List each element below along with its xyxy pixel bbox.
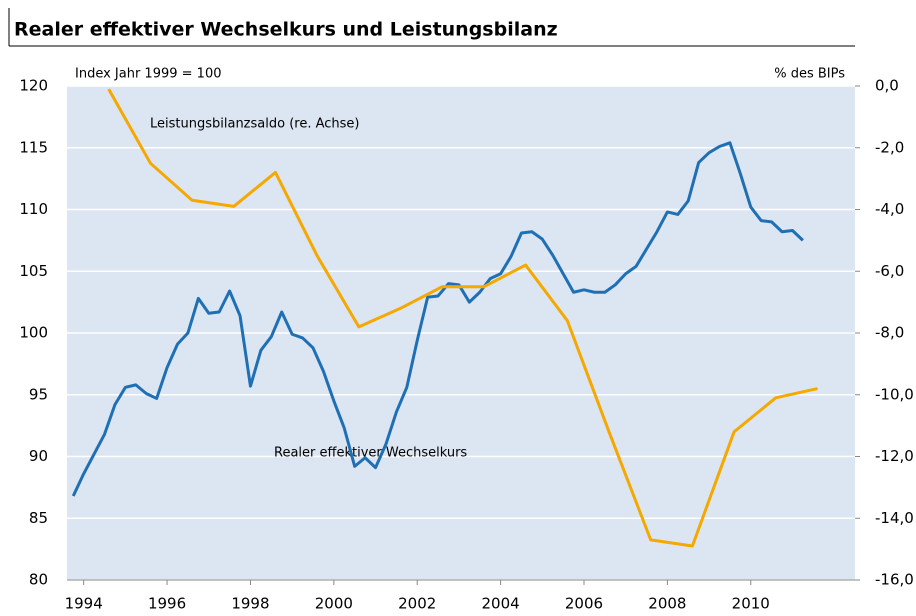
series-label: Leistungsbilanzsaldo (re. Achse) [150, 117, 359, 132]
x-tick-label: 2010 [732, 595, 770, 613]
y-tick-label: 85 [29, 509, 48, 527]
y2-tick-label: -12,0 [875, 447, 914, 465]
y-tick-label: 105 [19, 262, 48, 280]
y-tick-label: 115 [19, 138, 48, 156]
y2-tick-label: 0,0 [875, 77, 899, 95]
x-tick-label: 1994 [65, 595, 103, 613]
series-line [71, 141, 804, 497]
y-tick-label: 100 [19, 324, 48, 342]
x-tick-label: 1998 [231, 595, 269, 613]
x-tick-label: 1996 [148, 595, 186, 613]
x-tick-label: 2000 [315, 595, 353, 613]
y2-axis-label: % des BIPs [774, 67, 845, 82]
x-tick-label: 2002 [398, 595, 436, 613]
y2-tick-label: -2,0 [875, 138, 904, 156]
y-tick-label: 110 [19, 200, 48, 218]
y-tick-label: 80 [29, 571, 48, 589]
y2-tick-label: -6,0 [875, 262, 904, 280]
x-tick-label: 2004 [482, 595, 520, 613]
x-tick-label: 2006 [565, 595, 603, 613]
y2-tick-label: -10,0 [875, 385, 914, 403]
y-axis-label: Index Jahr 1999 = 100 [75, 67, 222, 82]
y-tick-label: 95 [29, 385, 48, 403]
x-tick-label: 2008 [648, 595, 686, 613]
y2-tick-label: -8,0 [875, 324, 904, 342]
y2-tick-label: -14,0 [875, 509, 914, 527]
y2-tick-label: -16,0 [875, 571, 914, 589]
series-label: Realer effektiver Wechselkurs [274, 446, 467, 461]
chart-title: Realer effektiver Wechselkurs und Leistu… [14, 19, 558, 41]
series-line [107, 88, 818, 548]
y2-tick-label: -4,0 [875, 200, 904, 218]
y-tick-label: 90 [29, 447, 48, 465]
y-tick-label: 120 [19, 77, 48, 95]
